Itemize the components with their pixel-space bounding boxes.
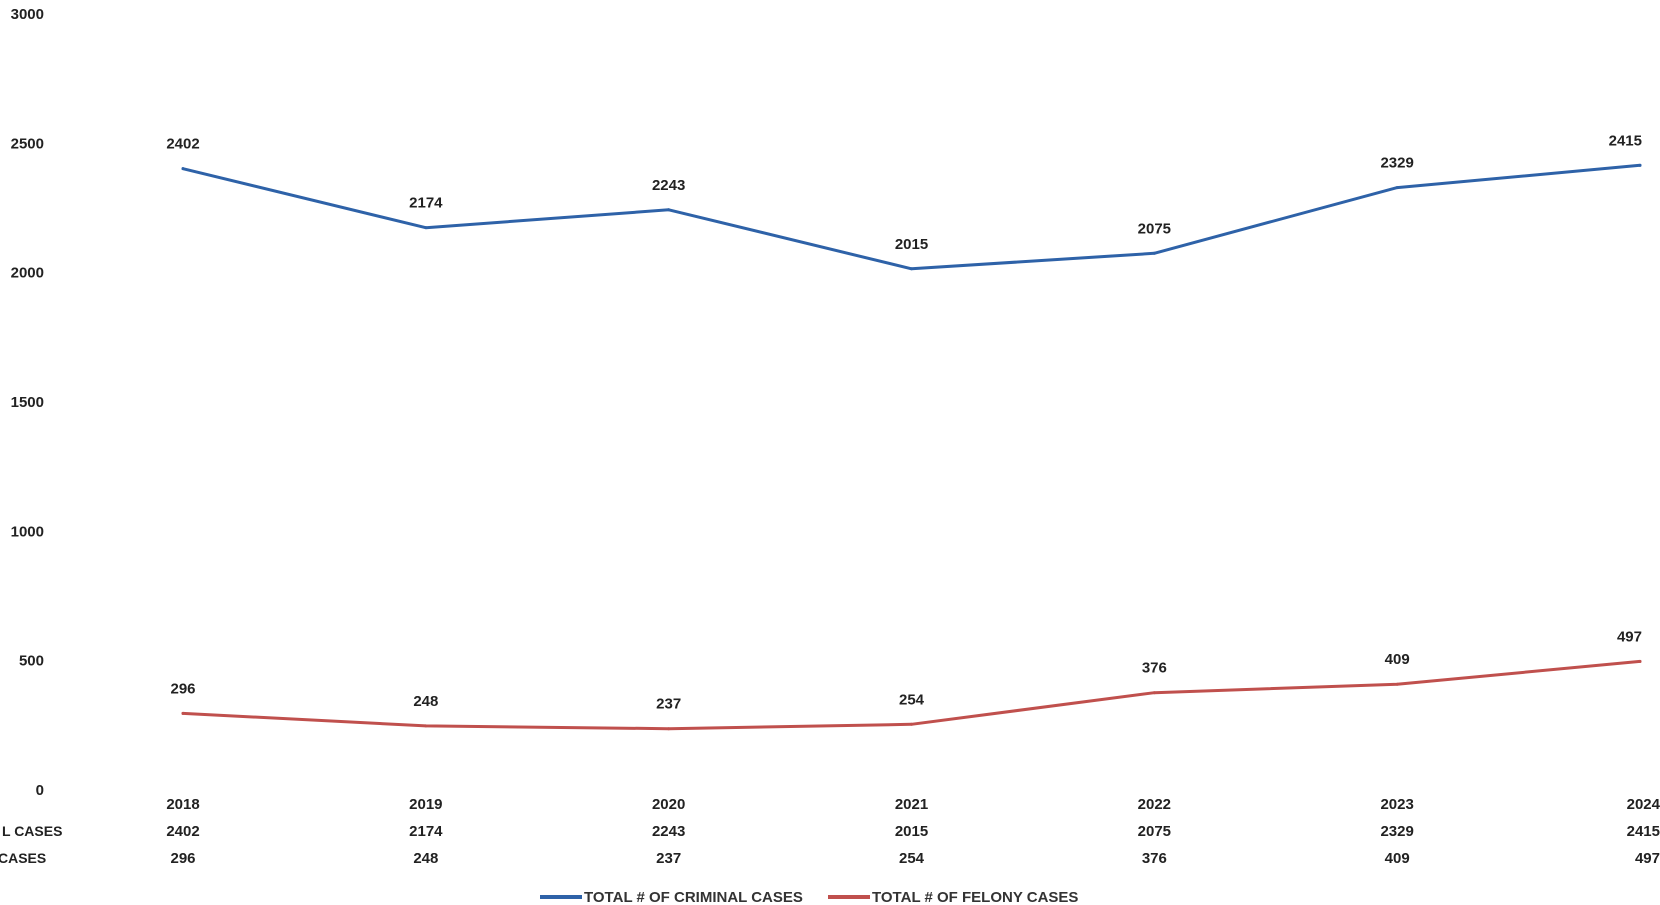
table-cell: 2174 <box>409 823 443 840</box>
legend-label: TOTAL # OF CRIMINAL CASES <box>584 889 803 905</box>
data-label: 2174 <box>409 195 443 212</box>
data-label: 2243 <box>652 177 685 194</box>
y-tick-label: 0 <box>36 782 44 799</box>
x-tick-label: 2018 <box>166 796 199 813</box>
x-tick-label: 2020 <box>652 796 685 813</box>
series-line-criminal <box>181 163 1642 271</box>
table-row-label: CASES <box>0 850 46 866</box>
y-axis: 0 500 1000 1500 2000 2500 3000 <box>11 6 44 799</box>
data-point <box>424 226 428 230</box>
x-tick-label: 2024 <box>1627 796 1660 813</box>
y-tick-label: 2000 <box>11 265 44 282</box>
table-cell: 2015 <box>895 823 928 840</box>
table-cell: 2402 <box>166 823 199 840</box>
table-cell: 2075 <box>1138 823 1171 840</box>
table-cell: 2243 <box>652 823 685 840</box>
table-cell: 254 <box>899 850 925 867</box>
y-tick-label: 1500 <box>11 394 44 411</box>
data-point <box>1152 691 1156 695</box>
data-label: 237 <box>656 696 681 713</box>
data-point <box>1152 251 1156 255</box>
table-cell: 2415 <box>1627 823 1660 840</box>
table-cell: 497 <box>1635 850 1660 867</box>
legend-label: TOTAL # OF FELONY CASES <box>872 889 1078 905</box>
data-point <box>1395 682 1399 686</box>
data-label: 248 <box>413 693 438 710</box>
data-label: 2415 <box>1609 132 1642 149</box>
table-cell: 2329 <box>1380 823 1413 840</box>
series-lines <box>181 163 1642 731</box>
table-row-label: L CASES <box>2 823 62 839</box>
x-tick-label: 2019 <box>409 796 442 813</box>
data-label: 296 <box>170 680 195 697</box>
data-point <box>667 208 671 212</box>
data-label: 376 <box>1142 660 1167 677</box>
data-table: 2402 296 2174 248 2243 237 2015 254 2075 376 2329 4… <box>0 823 1660 867</box>
x-tick-label: 2023 <box>1380 796 1413 813</box>
data-label: 497 <box>1617 628 1642 645</box>
data-point <box>910 722 913 726</box>
y-tick-label: 2500 <box>11 135 44 152</box>
data-label: 2329 <box>1380 155 1413 172</box>
data-label: 409 <box>1385 651 1410 668</box>
table-cell: 248 <box>413 850 438 867</box>
data-label: 2075 <box>1138 220 1171 237</box>
y-tick-label: 3000 <box>11 6 44 23</box>
data-labels: 2402 2174 2243 2015 2075 2329 2415 296 248 237 254… <box>166 132 1642 712</box>
data-label: 254 <box>899 691 925 708</box>
data-point <box>667 727 671 731</box>
data-point <box>181 711 185 715</box>
x-tick-label: 2022 <box>1138 796 1171 813</box>
data-label: 2015 <box>895 236 928 253</box>
table-cell: 376 <box>1142 850 1167 867</box>
table-cell: 409 <box>1385 850 1410 867</box>
data-point <box>424 724 428 728</box>
data-point <box>181 167 185 171</box>
data-point <box>910 267 913 271</box>
data-label: 2402 <box>166 136 199 153</box>
legend: TOTAL # OF CRIMINAL CASES TOTAL # OF FELO… <box>540 889 1078 905</box>
data-point <box>1638 163 1642 167</box>
table-cell: 296 <box>170 850 195 867</box>
y-tick-label: 500 <box>19 653 44 670</box>
table-cell: 237 <box>656 850 681 867</box>
x-tick-label: 2021 <box>895 796 928 813</box>
data-point <box>1638 659 1642 663</box>
y-tick-label: 1000 <box>11 523 44 540</box>
data-point <box>1395 186 1399 190</box>
x-axis: 2018 2019 2020 2021 2022 2023 2024 <box>166 796 1660 813</box>
